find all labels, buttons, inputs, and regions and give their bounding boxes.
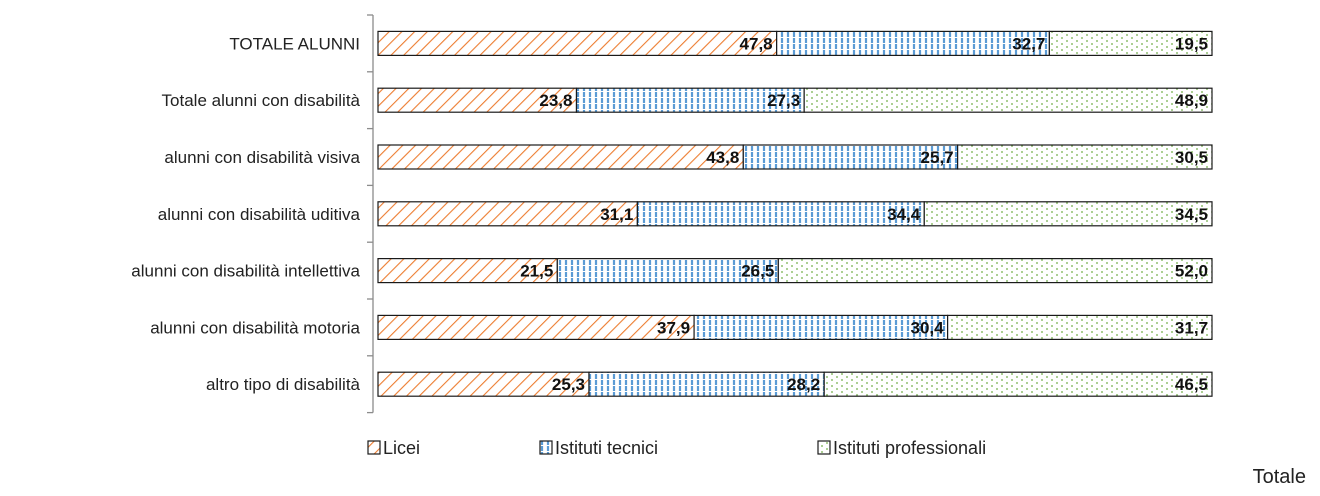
category-axis bbox=[367, 14, 374, 414]
data-label-istituti-professionali-4: 34,5 bbox=[1175, 205, 1208, 224]
legend-swatch-istituti-professionali bbox=[817, 440, 831, 455]
bar-istituti-tecnici-4 bbox=[636, 201, 925, 227]
legend-swatch-istituti-tecnici bbox=[539, 440, 553, 455]
category-label-totale-alunni: TOTALE ALUNNI bbox=[229, 34, 360, 53]
data-label-licei-3: 43,8 bbox=[706, 148, 739, 167]
data-label-licei-6: 37,9 bbox=[657, 318, 690, 337]
data-label-licei-5: 21,5 bbox=[520, 262, 553, 281]
bar-istituti-professionali-5 bbox=[777, 258, 1213, 284]
footer-label: Totale bbox=[1252, 466, 1306, 488]
legend-label-istituti-professionali: Istituti professionali bbox=[833, 438, 986, 458]
data-label-istituti-professionali-1: 19,5 bbox=[1175, 34, 1208, 53]
bar-istituti-tecnici-6 bbox=[693, 314, 949, 340]
data-label-istituti-tecnici-7: 28,2 bbox=[787, 375, 820, 394]
category-label-alunni-con-disabilita-motoria: alunni con disabilità motoria bbox=[150, 318, 360, 337]
data-label-istituti-tecnici-2: 27,3 bbox=[767, 91, 800, 110]
bar-istituti-tecnici-3 bbox=[742, 144, 959, 170]
bar-istituti-professionali-2 bbox=[803, 87, 1213, 113]
data-label-licei-7: 25,3 bbox=[552, 375, 585, 394]
bar-licei-5 bbox=[377, 258, 558, 284]
legend-label-istituti-tecnici: Istituti tecnici bbox=[555, 438, 658, 458]
bar-istituti-tecnici-5 bbox=[556, 258, 779, 284]
data-label-licei-2: 23,8 bbox=[539, 91, 572, 110]
data-label-istituti-tecnici-6: 30,4 bbox=[911, 318, 945, 337]
category-label-totale-alunni-con-disabilita: Totale alunni con disabilità bbox=[162, 91, 361, 110]
bar-licei-6 bbox=[377, 314, 695, 340]
category-label-alunni-con-disabilita-uditiva: alunni con disabilità uditiva bbox=[158, 205, 361, 224]
legend: Licei Istituti tecnici Istituti profession… bbox=[367, 438, 986, 458]
data-label-istituti-professionali-5: 52,0 bbox=[1175, 262, 1208, 281]
category-label-alunni-con-disabilita-visiva: alunni con disabilità visiva bbox=[164, 148, 360, 167]
data-label-istituti-tecnici-5: 26,5 bbox=[741, 262, 774, 281]
bar-istituti-tecnici-1 bbox=[776, 30, 1050, 56]
bar-licei-3 bbox=[377, 144, 744, 170]
category-label-alunni-con-disabilita-intellettiva: alunni con disabilità intellettiva bbox=[131, 262, 360, 281]
data-label-istituti-tecnici-1: 32,7 bbox=[1012, 34, 1045, 53]
data-label-istituti-tecnici-3: 25,7 bbox=[921, 148, 954, 167]
data-label-licei-1: 47,8 bbox=[740, 34, 773, 53]
bar-licei-4 bbox=[377, 201, 638, 227]
legend-label-licei: Licei bbox=[383, 438, 420, 458]
legend-swatch-licei bbox=[367, 440, 381, 455]
bar-istituti-professionali-6 bbox=[947, 314, 1213, 340]
data-label-licei-4: 31,1 bbox=[600, 205, 633, 224]
category-label-altro-tipo-di-disabilita: altro tipo di disabilità bbox=[206, 375, 361, 394]
bar-istituti-professionali-4 bbox=[923, 201, 1213, 227]
bar-licei-1 bbox=[377, 30, 778, 56]
data-label-istituti-professionali-3: 30,5 bbox=[1175, 148, 1208, 167]
value-labels: TOTALE ALUNNI 47,8 32,7 19,5 Totale alunni c… bbox=[131, 34, 1208, 394]
bar-istituti-professionali-1 bbox=[1048, 30, 1213, 56]
bar-istituti-tecnici-7 bbox=[588, 371, 825, 397]
bars bbox=[377, 30, 1213, 397]
bar-istituti-professionali-3 bbox=[957, 144, 1213, 170]
data-label-istituti-tecnici-4: 34,4 bbox=[887, 205, 921, 224]
data-label-istituti-professionali-2: 48,9 bbox=[1175, 91, 1208, 110]
bar-licei-2 bbox=[377, 87, 578, 113]
data-label-istituti-professionali-6: 31,7 bbox=[1175, 318, 1208, 337]
data-label-istituti-professionali-7: 46,5 bbox=[1175, 375, 1208, 394]
bar-istituti-professionali-7 bbox=[823, 371, 1213, 397]
bar-istituti-tecnici-2 bbox=[575, 87, 805, 113]
